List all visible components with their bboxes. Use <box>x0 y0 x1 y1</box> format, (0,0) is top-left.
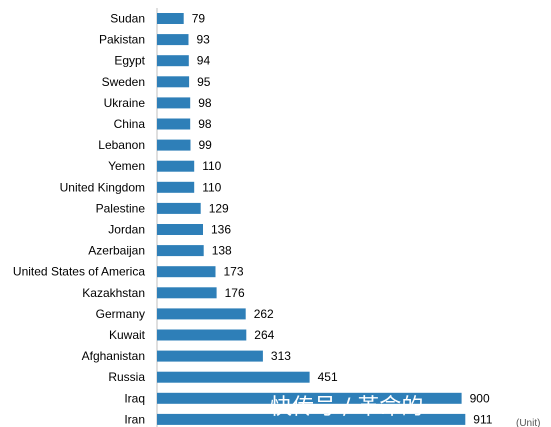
value-label: 110 <box>202 159 221 173</box>
category-label: Palestine <box>96 201 146 215</box>
bar-china <box>157 118 191 130</box>
bar-russia <box>157 371 310 383</box>
bar-sudan <box>157 13 184 24</box>
value-label: 173 <box>224 265 244 279</box>
category-label: Ukraine <box>104 96 146 110</box>
unit-label: (Unit) <box>516 418 540 427</box>
bar-yemen <box>157 160 195 172</box>
bars-group <box>157 13 466 425</box>
value-label: 176 <box>225 286 245 300</box>
bar-egypt <box>157 55 189 67</box>
value-label: 136 <box>211 223 231 237</box>
category-labels-group: Sudan Pakistan Egypt Sweden Ukraine China Leba… <box>13 12 146 427</box>
value-label: 99 <box>199 138 213 152</box>
category-label: Sudan <box>110 12 145 26</box>
category-label: United States of America <box>13 265 145 279</box>
bar-kazakhstan <box>157 287 217 299</box>
category-label: China <box>114 117 146 131</box>
value-label: 911 <box>473 412 492 426</box>
value-label: 98 <box>198 117 212 131</box>
bar-lebanon <box>157 139 191 151</box>
category-label: Iran <box>124 412 145 426</box>
category-label: Jordan <box>108 223 145 237</box>
value-label: 313 <box>271 349 291 363</box>
bar-afghanistan <box>157 350 263 362</box>
bar-united-kingdom <box>157 181 195 193</box>
value-label: 264 <box>254 328 274 342</box>
value-label: 900 <box>470 391 490 405</box>
bar-sweden <box>157 76 190 88</box>
value-label: 138 <box>212 244 232 258</box>
watermark-text: 快传号 / 革命的 <box>270 395 423 420</box>
category-label: Russia <box>108 370 145 384</box>
value-label: 98 <box>198 96 212 110</box>
category-label: Yemen <box>108 159 145 173</box>
value-labels-group: 79 93 94 95 98 98 99 110 110 129 136 138 173 176 262 26… <box>192 12 493 427</box>
value-label: 79 <box>192 12 206 26</box>
bar-palestine <box>157 202 201 214</box>
category-label: Afghanistan <box>82 349 145 363</box>
bar-iraq <box>157 392 462 404</box>
category-label: Lebanon <box>98 138 145 152</box>
bar-ukraine <box>157 97 191 109</box>
value-label: 95 <box>197 75 211 89</box>
category-label: Kazakhstan <box>82 286 145 300</box>
category-label: Kuwait <box>109 328 146 342</box>
category-label: Azerbaijan <box>88 244 145 258</box>
category-label: United Kingdom <box>60 180 145 194</box>
category-label: Germany <box>96 307 145 321</box>
value-label: 451 <box>318 370 338 384</box>
bar-germany <box>157 308 246 320</box>
value-label: 129 <box>209 201 229 215</box>
bar-pakistan <box>157 34 189 46</box>
bar-azerbaijan <box>157 245 204 257</box>
value-label: 94 <box>197 54 211 68</box>
category-label: Iraq <box>124 391 145 405</box>
value-label: 93 <box>197 33 211 47</box>
category-label: Egypt <box>114 54 145 68</box>
bar-united-states-of-america <box>157 266 216 278</box>
bar-jordan <box>157 224 203 235</box>
bar-iran <box>157 413 466 425</box>
bar-kuwait <box>157 329 247 341</box>
value-label: 110 <box>202 180 221 194</box>
value-label: 262 <box>254 307 274 321</box>
category-label: Sweden <box>102 75 145 89</box>
category-label: Pakistan <box>99 33 145 47</box>
